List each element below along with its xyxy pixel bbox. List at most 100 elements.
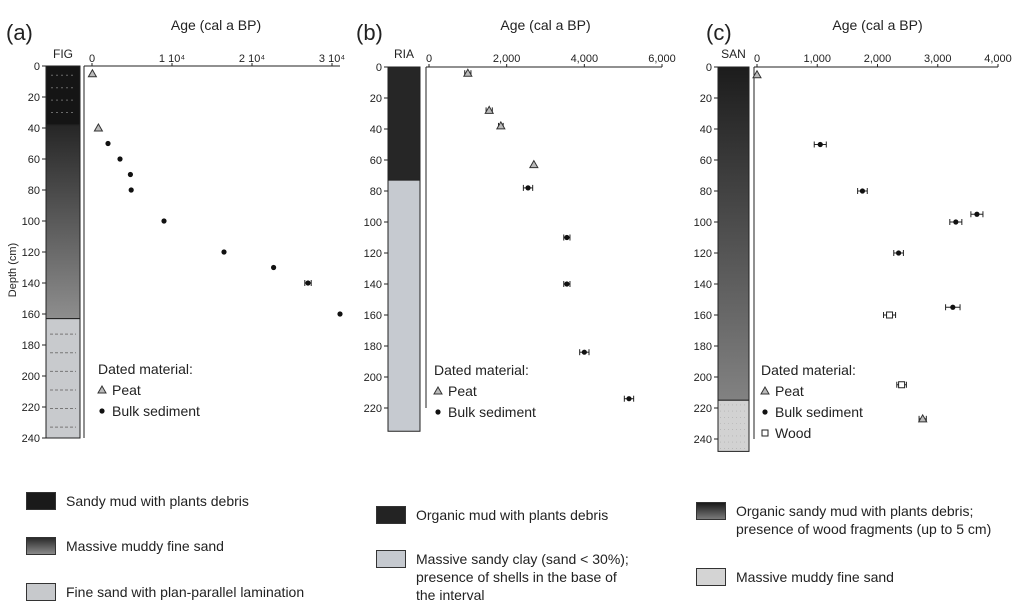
y-tick-label: 0 — [34, 61, 40, 73]
y-tick-label: 20 — [700, 93, 712, 105]
y-tick-label: 120 — [364, 248, 382, 260]
legend-entry: Wood — [775, 425, 811, 441]
point-bulk — [271, 264, 277, 271]
lith-legend-a-2: Fine sand with plan-parallel lamination — [26, 583, 304, 601]
panel-label: (a) — [6, 20, 33, 45]
y-tick-label: 240 — [694, 434, 712, 446]
y-tick-label: 100 — [364, 217, 382, 229]
lith-legend-label: Sandy mud with plants debris — [66, 493, 249, 509]
fine-sand-swatch — [26, 583, 56, 601]
point-peat — [484, 105, 495, 114]
x-tick-label: 1,000 — [803, 53, 831, 65]
y-tick-label: 140 — [694, 279, 712, 291]
point-bulk — [581, 349, 587, 355]
massive-muddy-swatch — [26, 537, 56, 555]
point-bulk — [626, 396, 632, 402]
point-bulk — [117, 156, 123, 162]
legend-symbol-peat — [97, 384, 107, 394]
point-bulk — [817, 141, 823, 148]
organic-mud-swatch — [376, 506, 406, 524]
x-tick-label: 2,000 — [493, 53, 521, 65]
core-unit-sandy-clay — [387, 179, 421, 432]
sandy-mud-swatch — [26, 492, 56, 510]
y-tick-label: 80 — [28, 185, 40, 197]
lith-legend-label: Massive muddy fine sand — [66, 538, 224, 554]
point-bulk — [105, 140, 111, 147]
point-bulk — [127, 171, 133, 178]
lith-legend-label: Organic mud with plants debris — [416, 507, 609, 523]
core-unit-massive-c — [717, 399, 750, 452]
y-tick-label: 20 — [370, 93, 382, 105]
legend-entry: Bulk sediment — [775, 404, 863, 420]
lith-legend-a-0: Sandy mud with plants debris — [26, 492, 249, 510]
core-unit-fine-lam — [45, 318, 81, 439]
y-tick-label: 200 — [364, 372, 382, 384]
y-tick-label: 60 — [370, 155, 382, 167]
y-tick-label: 140 — [364, 279, 382, 291]
panel-label: (b) — [356, 20, 383, 45]
y-tick-label: 80 — [700, 186, 712, 198]
y-tick-label: 200 — [22, 371, 40, 383]
point-bulk — [974, 211, 980, 217]
x-tick-label: 2,000 — [864, 53, 892, 65]
chart-panel-2: (b) RIA Age (cal a BP) 0 20 40 60 80 100 120 140 16… — [356, 17, 676, 432]
y-tick-label: 180 — [364, 341, 382, 353]
panel-label: (c) — [706, 20, 732, 45]
point-bulk — [161, 218, 167, 224]
point-bulk — [895, 250, 902, 256]
x-tick-label: 0 — [89, 53, 95, 65]
y-tick-label: 180 — [694, 341, 712, 353]
y-tick-label: 120 — [22, 247, 40, 259]
axis-title: Age (cal a BP) — [171, 17, 261, 33]
y-tick-label: 40 — [700, 124, 712, 136]
legend-entry: Bulk sediment — [112, 403, 200, 419]
x-tick-label: 1 10⁴ — [159, 53, 185, 65]
x-tick-label: 0 — [426, 53, 432, 65]
figure-panels: (a) FIG Age (cal a BP) 0 20 40 60 80 100 120 140 16… — [6, 17, 1012, 452]
y-tick-label: 60 — [28, 154, 40, 166]
legend-symbol-peat — [760, 385, 770, 395]
x-tick-label: 6,000 — [648, 53, 676, 65]
y-tick-label: 160 — [364, 310, 382, 322]
y-tick-label: 140 — [22, 278, 40, 290]
axis-title: Age (cal a BP) — [500, 17, 590, 33]
legend-symbol-bulk — [762, 409, 768, 415]
point-bulk — [305, 280, 311, 286]
core-unit-organic-mud — [387, 66, 421, 181]
lith-legend-label: Massive sandy clay (sand < 30%); presenc… — [416, 551, 629, 603]
legend-title: Dated material: — [98, 361, 193, 377]
sandy-clay-swatch — [376, 550, 406, 568]
y-tick-label: 100 — [22, 216, 40, 228]
y-tick-label: 120 — [694, 248, 712, 260]
legend-entry: Bulk sediment — [448, 404, 536, 420]
legend-symbol-peat — [433, 385, 443, 395]
point-bulk — [950, 304, 956, 310]
lith-legend-c-0: Organic sandy mud with plants debris; pr… — [696, 502, 991, 538]
y-tick-label: 180 — [22, 340, 40, 352]
legend-entry: Peat — [448, 383, 477, 399]
y-tick-label: 220 — [694, 403, 712, 415]
point-wood — [898, 381, 906, 389]
core-unit-massive-muddy — [45, 124, 81, 320]
y-tick-label: 40 — [28, 123, 40, 135]
point-bulk — [337, 311, 343, 317]
lith-legend-label: Massive muddy fine sand — [736, 569, 894, 585]
x-tick-label: 4,000 — [984, 53, 1012, 65]
x-tick-label: 4,000 — [571, 53, 599, 65]
point-bulk — [859, 188, 866, 194]
y-tick-label: 0 — [706, 62, 712, 74]
y-tick-label: 160 — [694, 310, 712, 322]
y-tick-label: 160 — [22, 309, 40, 321]
point-bulk — [564, 234, 570, 241]
chart-panel-1: (a) FIG Age (cal a BP) 0 20 40 60 80 100 120 140 16… — [6, 17, 345, 445]
core-name: RIA — [394, 47, 414, 61]
legend-symbol-bulk — [435, 409, 441, 415]
lith-legend-b-0: Organic mud with plants debris — [376, 506, 608, 524]
point-bulk — [128, 187, 134, 193]
point-bulk — [953, 219, 959, 225]
legend-entry: Peat — [112, 382, 141, 398]
lith-legend-label: Fine sand with plan-parallel lamination — [66, 584, 305, 600]
chart-panel-3: (c) SAN Age (cal a BP) 0 20 40 60 80 100 120 140 16… — [694, 17, 1012, 452]
y-tick-label: 220 — [22, 402, 40, 414]
y-tick-label: 100 — [694, 217, 712, 229]
